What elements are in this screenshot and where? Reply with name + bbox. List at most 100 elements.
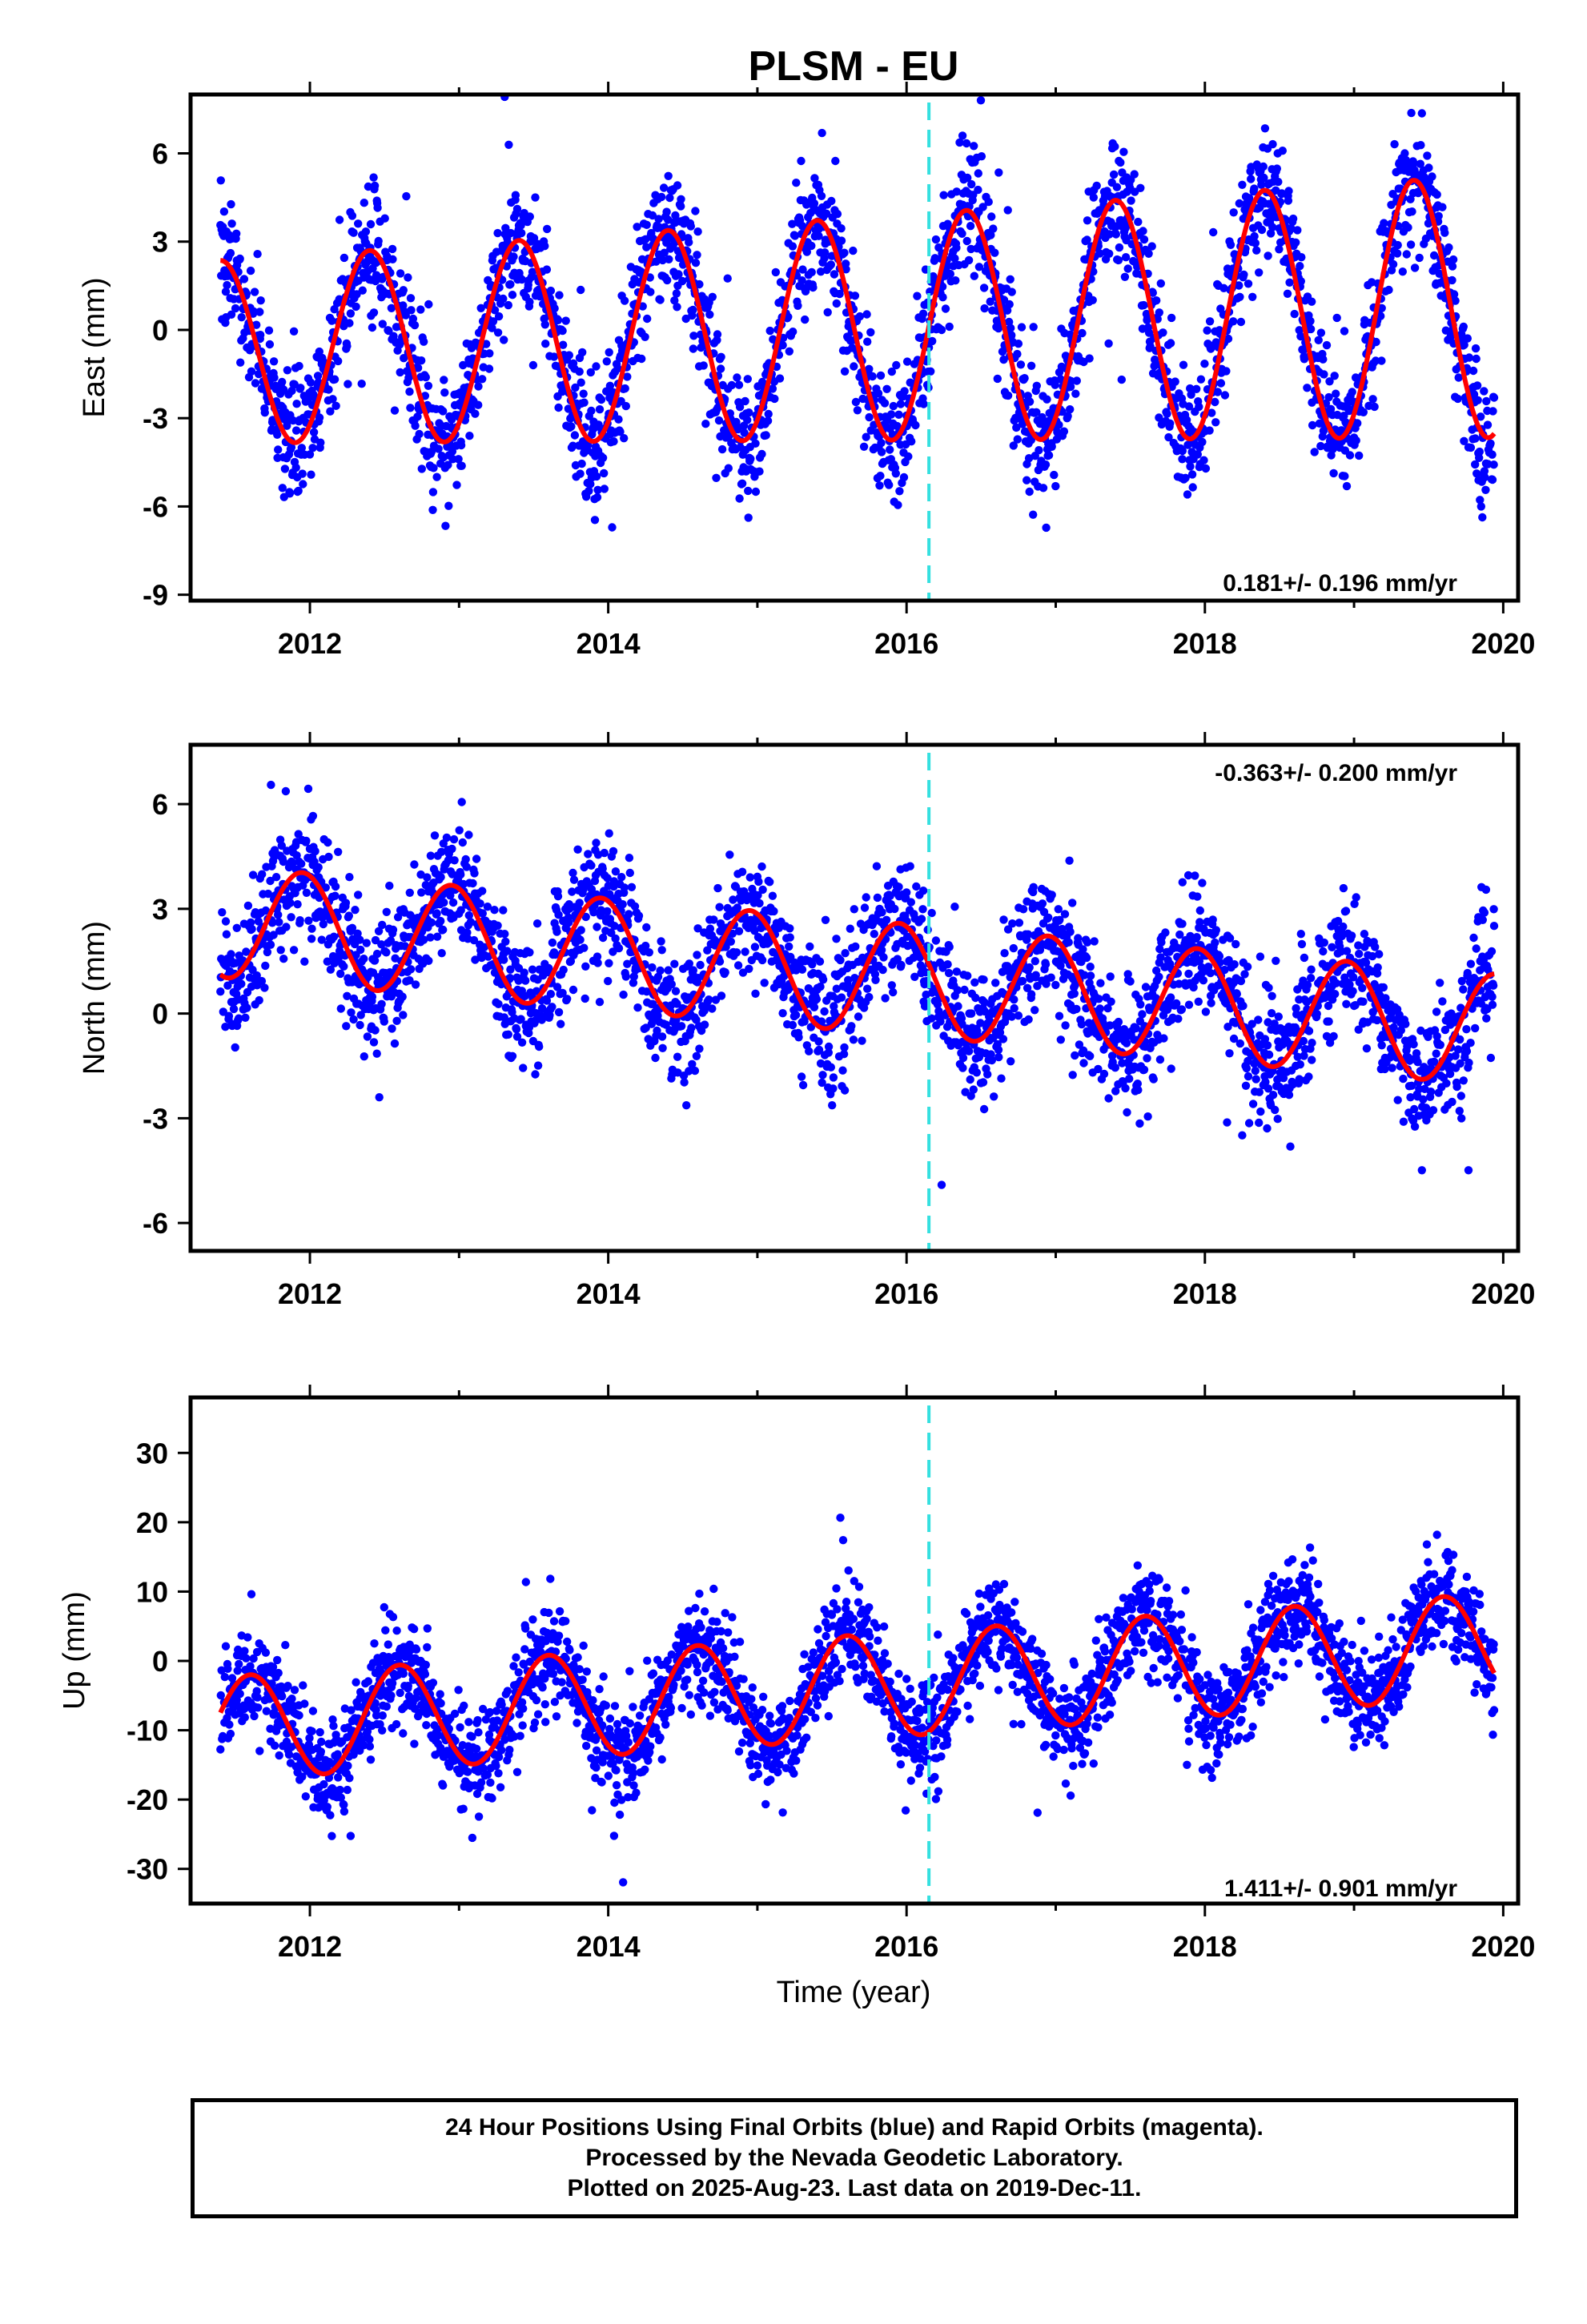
data-point bbox=[430, 831, 440, 840]
data-point bbox=[420, 935, 428, 944]
data-point bbox=[1238, 180, 1247, 189]
data-point bbox=[592, 362, 601, 371]
data-point bbox=[990, 248, 999, 257]
data-point bbox=[577, 459, 586, 468]
data-point bbox=[254, 369, 263, 379]
data-point bbox=[511, 191, 520, 199]
data-point bbox=[621, 401, 630, 411]
data-point bbox=[657, 946, 666, 955]
data-point bbox=[1149, 1075, 1158, 1084]
y-tick-label: -6 bbox=[143, 490, 168, 523]
data-point bbox=[357, 380, 366, 388]
data-point bbox=[808, 960, 817, 969]
data-point bbox=[761, 431, 770, 440]
data-point bbox=[1155, 413, 1163, 422]
data-point bbox=[620, 296, 629, 305]
data-point bbox=[493, 328, 503, 337]
data-point bbox=[918, 887, 928, 895]
data-point bbox=[823, 308, 832, 317]
data-point bbox=[794, 301, 802, 310]
data-point bbox=[1320, 370, 1328, 379]
data-point bbox=[1205, 317, 1215, 326]
data-point bbox=[812, 995, 822, 1003]
data-point bbox=[1035, 446, 1043, 455]
x-tick-label: 2014 bbox=[577, 627, 641, 660]
data-point bbox=[841, 949, 850, 958]
data-point bbox=[1143, 1054, 1151, 1063]
data-point bbox=[614, 415, 623, 424]
data-point bbox=[398, 992, 407, 1001]
data-point bbox=[927, 1014, 936, 1023]
data-point bbox=[1178, 919, 1187, 928]
data-point bbox=[500, 1013, 508, 1022]
data-point bbox=[1070, 989, 1079, 999]
data-point bbox=[1290, 309, 1299, 319]
data-point bbox=[1486, 439, 1495, 448]
data-point bbox=[282, 923, 291, 931]
data-point bbox=[1229, 1034, 1239, 1043]
data-point bbox=[894, 501, 902, 509]
data-point bbox=[839, 1050, 849, 1059]
data-point bbox=[454, 455, 463, 464]
data-point bbox=[508, 1007, 516, 1017]
data-point bbox=[633, 1003, 642, 1012]
data-point bbox=[1117, 375, 1127, 384]
data-point bbox=[1079, 945, 1087, 954]
data-point bbox=[1322, 340, 1332, 350]
data-point bbox=[1247, 175, 1256, 183]
data-point bbox=[755, 467, 764, 476]
data-point bbox=[1188, 483, 1197, 492]
data-point bbox=[273, 430, 282, 439]
data-point bbox=[561, 316, 570, 325]
data-point bbox=[484, 364, 494, 373]
data-point bbox=[1089, 193, 1099, 202]
data-point bbox=[1208, 915, 1217, 924]
data-point bbox=[970, 978, 979, 987]
data-point bbox=[399, 1011, 408, 1019]
data-point bbox=[785, 933, 794, 942]
data-point bbox=[1075, 1040, 1084, 1049]
data-point bbox=[551, 950, 560, 959]
data-point bbox=[1023, 983, 1032, 993]
data-point bbox=[1488, 475, 1497, 485]
data-point bbox=[393, 913, 403, 922]
data-point bbox=[508, 291, 517, 300]
data-point bbox=[708, 292, 717, 301]
data-point bbox=[388, 244, 397, 254]
data-point bbox=[478, 909, 487, 918]
data-point bbox=[594, 420, 603, 429]
data-point bbox=[305, 450, 315, 459]
data-point bbox=[1192, 384, 1201, 393]
data-point bbox=[1155, 1055, 1165, 1064]
data-point bbox=[1223, 1118, 1231, 1127]
data-point bbox=[1454, 373, 1463, 382]
data-point bbox=[321, 883, 330, 892]
data-point bbox=[1278, 147, 1288, 155]
data-point bbox=[1133, 1080, 1143, 1088]
data-point bbox=[740, 428, 749, 437]
data-point bbox=[659, 183, 669, 192]
data-point bbox=[1235, 199, 1244, 208]
data-point bbox=[1144, 249, 1153, 258]
data-point bbox=[1243, 1072, 1253, 1081]
data-point bbox=[1453, 394, 1462, 404]
data-point bbox=[493, 228, 502, 238]
data-point bbox=[879, 953, 888, 962]
data-point bbox=[410, 320, 420, 330]
data-point bbox=[769, 907, 778, 916]
data-point bbox=[408, 314, 418, 324]
data-point bbox=[876, 472, 885, 480]
data-point bbox=[314, 862, 323, 872]
data-point bbox=[356, 1011, 365, 1019]
data-point bbox=[267, 919, 277, 927]
data-point bbox=[223, 280, 231, 290]
data-point bbox=[478, 375, 487, 384]
data-point bbox=[1090, 937, 1099, 946]
data-point bbox=[1229, 317, 1238, 326]
data-point bbox=[307, 924, 316, 933]
data-point bbox=[877, 438, 886, 448]
data-point bbox=[1071, 1051, 1079, 1060]
data-point bbox=[584, 850, 593, 858]
data-point bbox=[339, 253, 349, 263]
data-point bbox=[326, 407, 335, 416]
